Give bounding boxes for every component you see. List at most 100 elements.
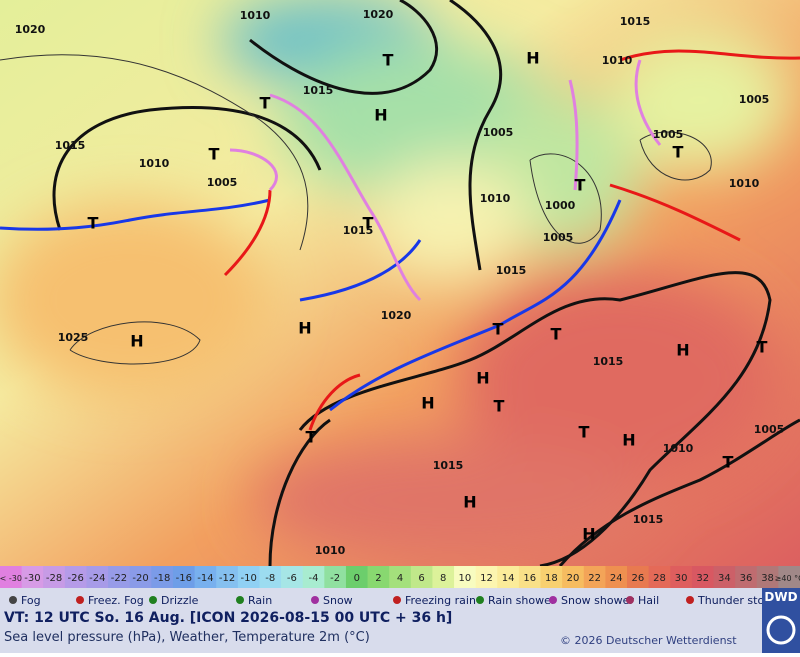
- isobar-label: 1025: [58, 331, 89, 344]
- symbol-label: Snow: [323, 594, 353, 607]
- symbol-legend: Fog Freez. Fog Drizzle Rain Snow Freezing rai…: [9, 594, 779, 607]
- scale-cell: [735, 566, 758, 588]
- symbol-icon: [476, 596, 484, 604]
- pressure-center: T: [260, 94, 271, 113]
- scale-label: 30: [675, 573, 688, 584]
- scale-cell: [86, 566, 109, 588]
- isobar-label: 1015: [633, 513, 664, 526]
- pressure-center: T: [757, 338, 768, 357]
- isobar-label: 1010: [139, 157, 170, 170]
- symbol-label: Fog: [21, 594, 41, 607]
- pressure-center: T: [494, 397, 505, 416]
- scale-cell: [108, 566, 131, 588]
- pressure-center: T: [575, 176, 586, 195]
- scale-label: -4: [309, 573, 319, 584]
- scale-label: -26: [68, 573, 84, 584]
- scale-label: 22: [588, 573, 601, 584]
- isobar-label: 1005: [543, 231, 574, 244]
- scale-label: -8: [265, 573, 275, 584]
- pressure-center: H: [374, 106, 387, 125]
- scale-label: 38: [761, 573, 774, 584]
- pressure-center: T: [363, 214, 374, 233]
- scale-label: 16: [523, 573, 536, 584]
- isobar-label: 1010: [315, 544, 346, 557]
- pressure-center: T: [673, 143, 684, 162]
- isobar-label: 1005: [754, 423, 785, 436]
- pressure-center: T: [306, 428, 317, 447]
- scale-label: 34: [718, 573, 731, 584]
- temperature-scale: < -30 -30 -28 -26 -24 -22 -20 -18 -16 -14 -12 -10 -8…: [0, 566, 800, 588]
- scale-label: 12: [480, 573, 493, 584]
- scale-label: 26: [631, 573, 644, 584]
- scale-cell: [410, 566, 433, 588]
- scale-label: -18: [154, 573, 170, 584]
- pressure-center: H: [582, 525, 595, 544]
- scale-cell: [345, 566, 369, 588]
- isobar-label: 1015: [55, 139, 86, 152]
- pressure-center: H: [298, 319, 311, 338]
- scale-label: -6: [287, 573, 297, 584]
- scale-cell: [281, 566, 304, 588]
- scale-label: 18: [545, 573, 558, 584]
- isobar-label: 1005: [483, 126, 514, 139]
- symbol-icon: [236, 596, 244, 604]
- isobar-label: 1015: [303, 84, 334, 97]
- scale-label: ≥40 °C: [775, 574, 800, 583]
- scale-label: -16: [176, 573, 192, 584]
- scale-cell: [0, 566, 23, 588]
- pressure-center: T: [383, 51, 394, 70]
- scale-label: -12: [219, 573, 235, 584]
- scale-cell: [454, 566, 477, 588]
- scale-cell: [605, 566, 628, 588]
- scale-label: 28: [653, 573, 666, 584]
- scale-cell: [43, 566, 66, 588]
- scale-cell: [194, 566, 217, 588]
- scale-cell: [583, 566, 606, 588]
- symbol-icon: [149, 596, 157, 604]
- pressure-center: T: [723, 453, 734, 472]
- scale-label: -22: [111, 573, 127, 584]
- symbol-label: Rain shower: [488, 594, 556, 607]
- scale-cell: [64, 566, 87, 588]
- scale-cell: [756, 566, 779, 588]
- scale-cell: [475, 566, 498, 588]
- scale-label: 10: [458, 573, 471, 584]
- scale-label: 8: [440, 573, 446, 584]
- scale-cell: [713, 566, 736, 588]
- isobar-label: 1010: [729, 177, 760, 190]
- pressure-center: T: [209, 145, 220, 164]
- isobar-label: 1020: [363, 8, 394, 21]
- isobar-label: 1015: [620, 15, 651, 28]
- pressure-center: H: [676, 341, 689, 360]
- scale-cell: [172, 566, 196, 588]
- isobar-label: 1015: [593, 355, 624, 368]
- logo: DWD: [764, 590, 797, 604]
- valid-time: VT: 12 UTC So. 16 Aug. [ICON 2026-08-15 …: [4, 610, 452, 626]
- scale-label: 4: [397, 573, 403, 584]
- isobar-label: 1020: [381, 309, 412, 322]
- scale-cell: [237, 566, 260, 588]
- pressure-center: T: [88, 214, 99, 233]
- scale-cell: [670, 566, 693, 588]
- isobar-label: 1015: [496, 264, 527, 277]
- scale-cell: [367, 566, 390, 588]
- isobar-label: 1015: [433, 459, 464, 472]
- pressure-center: H: [421, 394, 434, 413]
- symbol-icon: [549, 596, 557, 604]
- isobar-label: 1010: [480, 192, 511, 205]
- scale-label: -14: [197, 573, 213, 584]
- scale-cell: [21, 566, 44, 588]
- isobar-label: 1005: [653, 128, 684, 141]
- symbol-label: Rain: [248, 594, 272, 607]
- scale-cell: [691, 566, 715, 588]
- scale-cell: [151, 566, 174, 588]
- scale-label: -20: [132, 573, 148, 584]
- scale-label: -28: [46, 573, 62, 584]
- symbol-label: Freezing rain: [405, 594, 476, 607]
- pressure-center: H: [476, 369, 489, 388]
- scale-cell: [216, 566, 239, 588]
- copyright: © 2026 Deutscher Wetterdienst: [560, 634, 737, 647]
- scale-cell: [324, 566, 347, 588]
- pressure-center: T: [493, 320, 504, 339]
